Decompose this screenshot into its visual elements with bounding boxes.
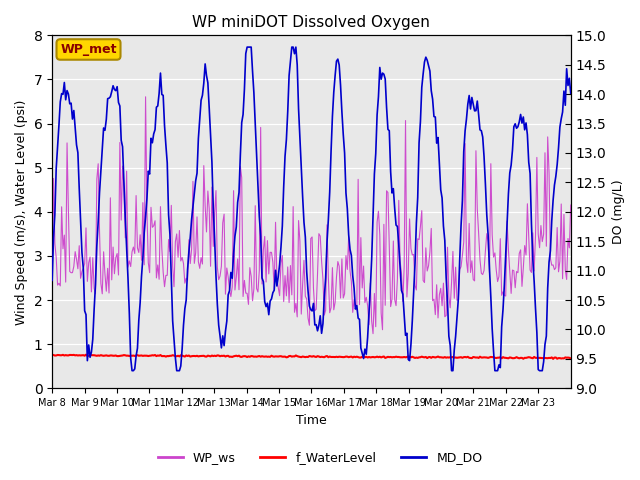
Legend: WP_ws, f_WaterLevel, MD_DO: WP_ws, f_WaterLevel, MD_DO [152,446,488,469]
Text: WP_met: WP_met [60,43,116,56]
Title: WP miniDOT Dissolved Oxygen: WP miniDOT Dissolved Oxygen [193,15,430,30]
Y-axis label: Wind Speed (m/s), Water Level (psi): Wind Speed (m/s), Water Level (psi) [15,99,28,324]
Y-axis label: DO (mg/L): DO (mg/L) [612,180,625,244]
X-axis label: Time: Time [296,414,327,427]
